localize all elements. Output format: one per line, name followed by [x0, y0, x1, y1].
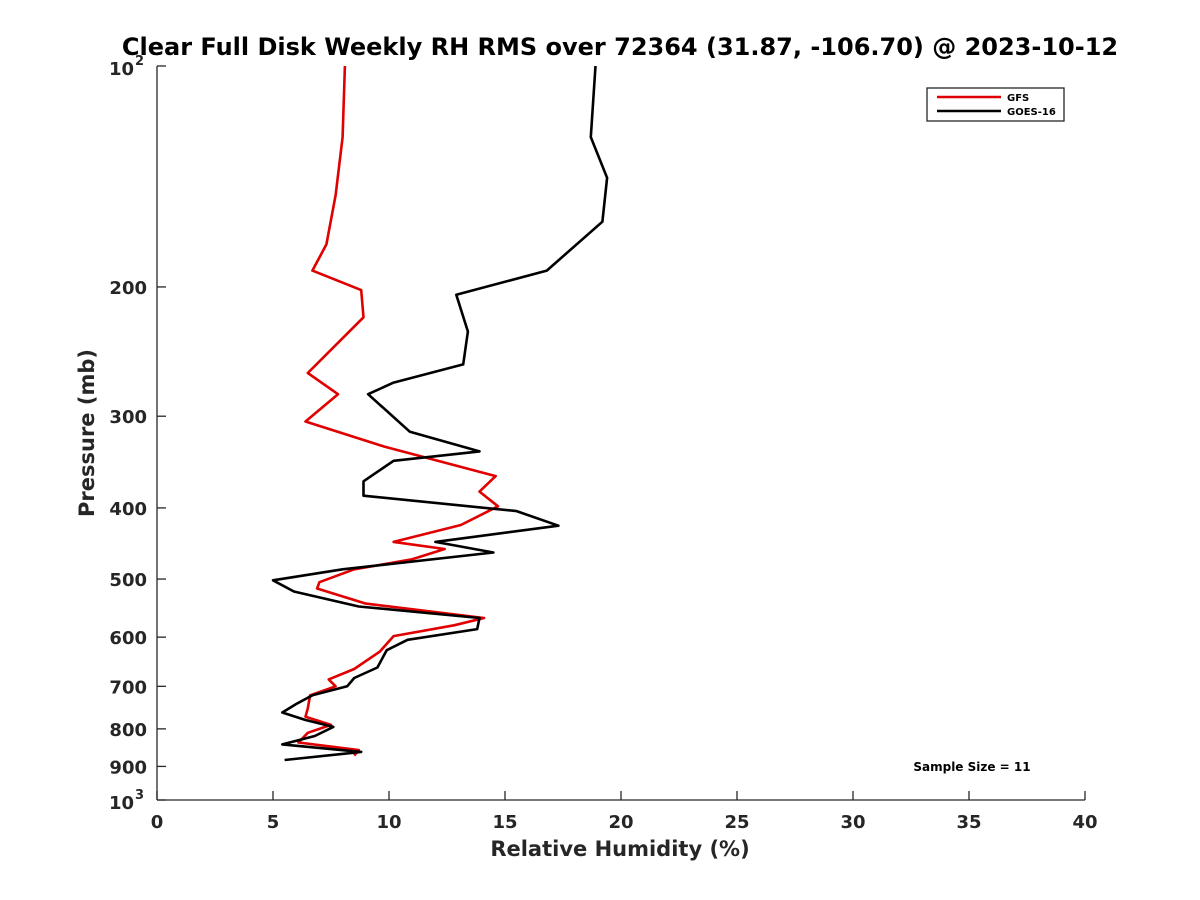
legend-label-gfs: GFS [1007, 93, 1029, 104]
x-axis-label: Relative Humidity (%) [490, 837, 749, 861]
y-tick-label: 200 [109, 278, 147, 299]
x-tick-label: 0 [151, 812, 164, 833]
x-tick-label: 20 [608, 812, 633, 833]
x-tick-label: 40 [1072, 812, 1097, 833]
series-line-gfs [297, 65, 500, 757]
y-tick-label: 10 [109, 793, 134, 814]
y-tick-label: 400 [109, 499, 147, 520]
x-tick-label: 5 [267, 812, 280, 833]
y-tick-label: 800 [109, 720, 147, 741]
y-tick-label-power: 10 2 [109, 54, 144, 80]
y-tick-label: 600 [109, 628, 147, 649]
y-tick-label: 700 [109, 677, 147, 698]
axes-layer [156, 66, 1085, 801]
legend-box [926, 87, 1065, 122]
y-tick-label: 500 [109, 570, 147, 591]
series-layer [271, 65, 609, 762]
y-tick-exponent: 2 [135, 54, 144, 69]
x-tick-label: 30 [840, 812, 865, 833]
y-tick-exponent: 3 [135, 788, 144, 803]
y-tick-label: 10 [109, 59, 134, 80]
y-tick-label-power: 10 3 [109, 788, 144, 814]
plot-area [156, 65, 1085, 801]
x-tick-label: 25 [724, 812, 749, 833]
sample-size-annotation: Sample Size = 11 [913, 760, 1030, 774]
legend: GFS GOES-16 [926, 87, 1065, 122]
x-tick-label: 10 [376, 812, 401, 833]
x-tick-label: 15 [492, 812, 517, 833]
legend-label-goes-16: GOES-16 [1007, 107, 1056, 118]
series-line-goes-16 [271, 65, 609, 762]
y-axis-label: Pressure (mb) [75, 349, 99, 517]
y-tick-label: 900 [109, 757, 147, 778]
chart-title: Clear Full Disk Weekly RH RMS over 72364… [122, 33, 1118, 61]
x-tick-label: 35 [956, 812, 981, 833]
x-axis-ticks: 0 5 10 15 20 25 30 35 40 [151, 791, 1098, 833]
y-tick-label: 300 [109, 407, 147, 428]
